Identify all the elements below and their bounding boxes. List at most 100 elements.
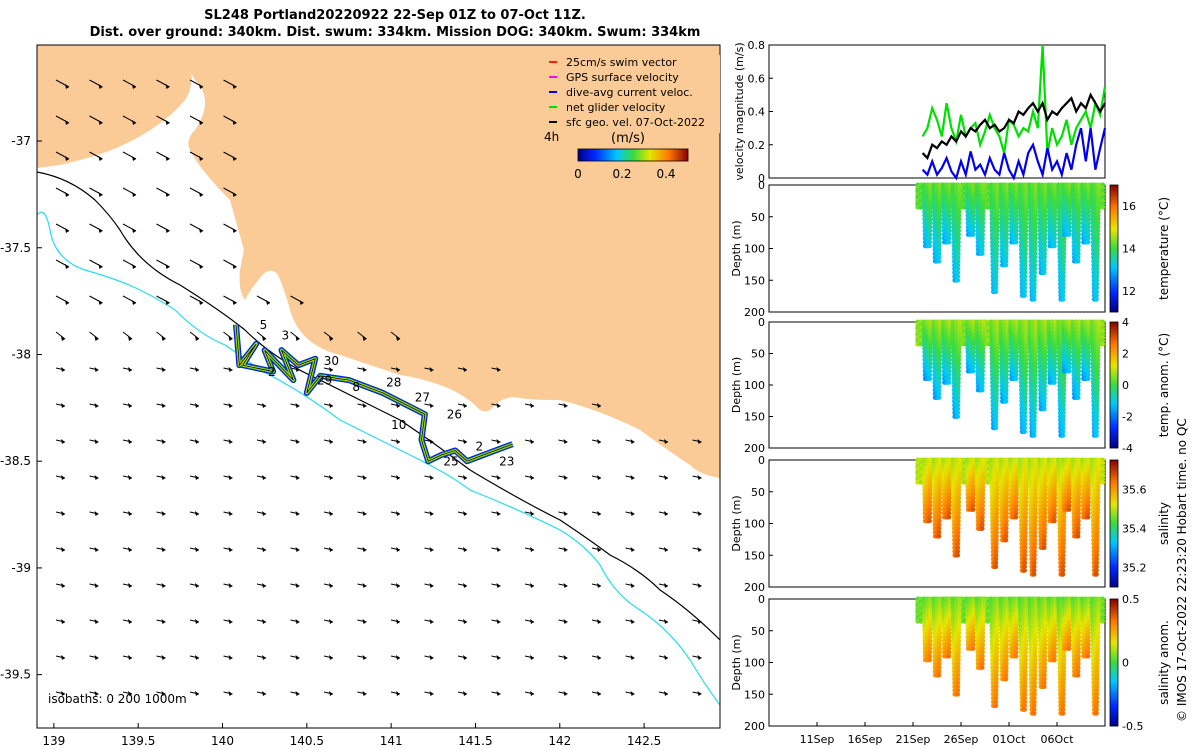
profile-point xyxy=(1022,293,1027,298)
current-arrow-head xyxy=(161,583,166,588)
colorbar-cell xyxy=(626,149,628,161)
current-arrow-head xyxy=(262,475,266,480)
current-arrow-head xyxy=(98,84,103,89)
current-arrow-head xyxy=(295,511,300,516)
colorbar-cell xyxy=(660,149,662,161)
profile-point xyxy=(927,205,933,211)
current-arrow-head xyxy=(161,336,166,341)
profile-point xyxy=(946,239,952,245)
velocity-ylabel: velocity magnitude (m/s) xyxy=(733,42,746,180)
legend-geo: sfc geo. vel. 07-Oct-2022 xyxy=(566,116,705,129)
current-arrow-head xyxy=(597,583,601,588)
profile-point xyxy=(1085,376,1091,382)
map-ytick-label: -38 xyxy=(11,347,31,361)
current-arrow-head xyxy=(463,655,467,660)
panel-ytick-label: 100 xyxy=(744,243,765,256)
current-arrow-head xyxy=(429,583,434,588)
colorbar-cell xyxy=(597,149,599,161)
colorbar-cell xyxy=(673,149,675,161)
profile-point xyxy=(937,194,943,199)
current-arrow-head xyxy=(295,336,300,341)
current-arrow-head xyxy=(228,655,233,660)
profile-point xyxy=(936,533,942,539)
colorbar-cell xyxy=(590,149,592,161)
colorbar-cell xyxy=(603,149,605,161)
profile-colorbar-tick: 2 xyxy=(1122,348,1129,361)
current-arrow-head xyxy=(262,403,266,408)
colorbar-cell xyxy=(649,149,651,161)
profile-colorbar-tick: -2 xyxy=(1122,411,1133,424)
current-arrow-head xyxy=(429,691,434,696)
profile-point xyxy=(927,243,932,249)
profile-colorbar-label: temp. anom. (°C) xyxy=(1157,333,1171,437)
legend-gps: GPS surface velocity xyxy=(566,71,679,84)
current-arrow-head xyxy=(597,475,601,480)
current-arrow-head xyxy=(396,439,400,444)
profile-colorbar-tick: 4 xyxy=(1122,316,1129,329)
current-arrow-head xyxy=(563,691,568,696)
track-label: 29 xyxy=(317,373,332,387)
colorbar-cell xyxy=(605,149,607,161)
current-arrow-head xyxy=(396,367,400,372)
current-arrow-head xyxy=(195,403,199,408)
track-label: 2 xyxy=(475,440,483,454)
current-arrow-head xyxy=(664,655,668,660)
current-arrow-head xyxy=(199,228,203,233)
colorbar-cell xyxy=(672,149,674,161)
current-arrow-head xyxy=(128,439,132,444)
current-arrow-head xyxy=(195,511,199,516)
current-arrow-head xyxy=(463,439,467,444)
profile-point xyxy=(1051,380,1057,385)
colorbar-cell xyxy=(651,149,653,161)
profile-point xyxy=(925,186,930,192)
colorbar-cell xyxy=(608,149,610,161)
colorbar-cell xyxy=(667,149,669,161)
current-arrow-head xyxy=(98,120,103,125)
current-arrow-head xyxy=(362,583,367,588)
colorbar-cell xyxy=(671,149,673,161)
profile-point xyxy=(937,201,943,207)
current-arrow-head xyxy=(128,655,132,660)
current-arrow-head xyxy=(165,264,170,269)
colorbar-cell xyxy=(656,149,658,161)
current-arrow-head xyxy=(165,228,170,233)
current-arrow-head xyxy=(94,655,99,660)
colorbar-cell xyxy=(618,149,620,161)
profile-point xyxy=(927,239,932,245)
current-arrow-head xyxy=(128,475,132,480)
panel-ytick-label: 50 xyxy=(751,211,765,224)
current-arrow-head xyxy=(496,547,501,552)
current-arrow-head xyxy=(94,439,99,444)
colorbar-cell xyxy=(582,149,584,161)
map-ytick-label: -39.5 xyxy=(0,668,31,682)
colorbar-cell xyxy=(620,149,622,161)
colorbar-cell xyxy=(665,149,667,161)
colorbar-tick-label: 0.4 xyxy=(656,167,675,181)
current-arrow-head xyxy=(228,475,233,480)
profile-point xyxy=(927,216,933,222)
colorbar-cell xyxy=(684,149,686,161)
map-xtick-label: 142.5 xyxy=(627,734,661,748)
colorbar-cell xyxy=(606,149,608,161)
current-arrow-head xyxy=(61,336,65,341)
current-arrow-head xyxy=(329,511,333,516)
current-arrow-head xyxy=(697,655,702,660)
profile-colorbar-tick: 16 xyxy=(1122,200,1136,213)
current-arrow-head xyxy=(362,619,367,624)
panel-ytick-label: 0.4 xyxy=(748,106,766,119)
current-arrow-head xyxy=(530,511,534,516)
velocity-series-line xyxy=(921,127,1107,181)
current-arrow-head xyxy=(630,691,635,696)
current-arrow-head xyxy=(396,619,400,624)
map-ytick-label: -39 xyxy=(11,561,31,575)
profile-point xyxy=(1066,232,1072,237)
current-arrow-head xyxy=(128,583,132,588)
colorbar-cell xyxy=(674,149,676,161)
current-arrow-head xyxy=(262,691,266,696)
current-arrow-head xyxy=(563,619,568,624)
colorbar-cell xyxy=(664,149,666,161)
current-arrow-head xyxy=(597,511,601,516)
